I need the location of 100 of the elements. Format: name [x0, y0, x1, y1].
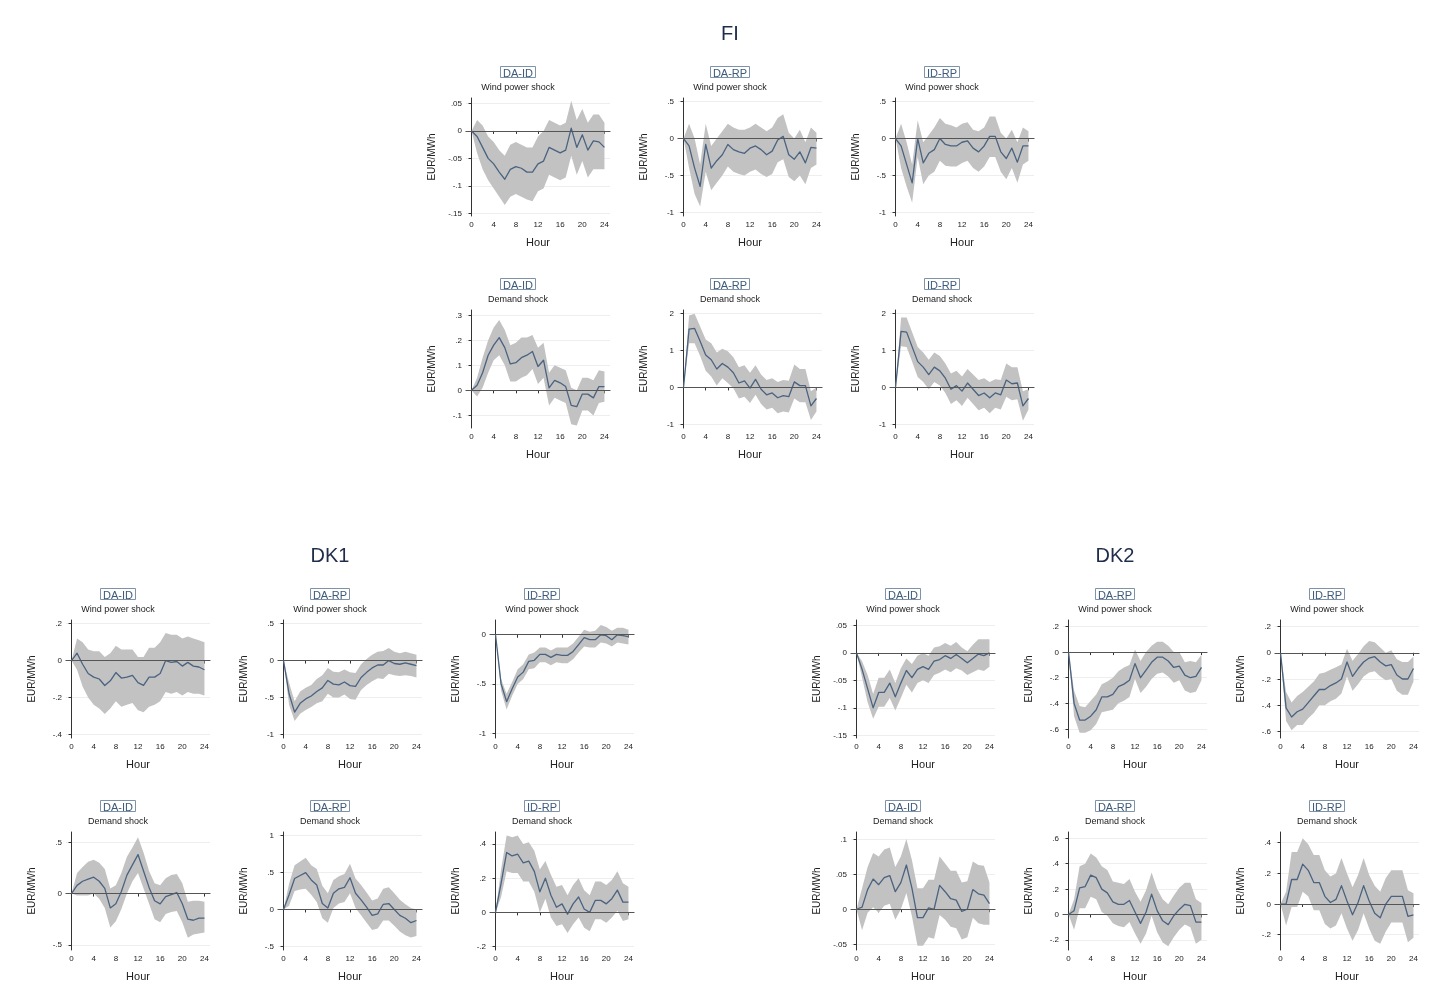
y-tick-label: -1	[878, 207, 887, 217]
x-tick-label: 20	[177, 953, 188, 963]
y-tick-label: .2	[479, 873, 487, 883]
x-tick-label: 8	[537, 741, 543, 751]
y-tick-label: -.1	[452, 410, 463, 420]
x-tick-label: 12	[533, 431, 543, 441]
y-tick-label: -1	[478, 728, 487, 738]
x-tick-label: 24	[812, 431, 822, 441]
chart-title: ID-RP	[927, 278, 957, 291]
y-tick-label: 0	[1266, 648, 1272, 658]
y-tick-label: -1	[666, 207, 675, 217]
x-tick-label: 12	[957, 431, 967, 441]
y-tick-label: 0	[669, 382, 675, 392]
y-tick-label: 0	[269, 656, 275, 666]
x-tick-label: 24	[412, 741, 422, 751]
y-axis-title: EUR/MWh	[1234, 867, 1246, 915]
y-tick-label: -1	[878, 419, 887, 429]
chart-subtitle: Wind power shock	[866, 603, 941, 614]
y-tick-label: -.2	[1049, 935, 1060, 945]
x-tick-label: 16	[555, 431, 566, 441]
x-tick-label: 12	[557, 741, 567, 751]
chart-subtitle: Wind power shock	[81, 603, 156, 614]
x-tick-label: 16	[767, 431, 778, 441]
x-tick-label: 20	[389, 953, 400, 963]
x-tick-label: 12	[918, 741, 928, 751]
y-tick-label: .6	[1052, 833, 1060, 843]
x-tick-label: 12	[133, 953, 143, 963]
y-axis-title: EUR/MWh	[449, 867, 461, 915]
chart-title: ID-RP	[927, 66, 957, 79]
y-tick-label: .1	[455, 360, 463, 370]
y-tick-label: 0	[457, 126, 463, 136]
y-tick-label: -.5	[476, 679, 487, 689]
x-tick-label: 4	[703, 219, 709, 229]
chart-title: DA-RP	[712, 66, 748, 79]
x-tick-label: 16	[979, 431, 990, 441]
y-tick-label: .5	[55, 837, 63, 847]
y-tick-label: -.15	[448, 208, 463, 218]
x-tick-label: 24	[1197, 953, 1207, 963]
y-tick-label: 0	[669, 134, 675, 144]
y-tick-label: -.4	[52, 729, 63, 739]
line-series	[282, 659, 418, 713]
x-tick-label: 20	[789, 219, 800, 229]
y-tick-label: 0	[481, 630, 487, 640]
x-tick-label: 4	[703, 431, 709, 441]
chart-title: DA-ID	[888, 588, 919, 601]
y-tick-label: 0	[881, 134, 887, 144]
line-series	[470, 127, 606, 180]
x-tick-label: 0	[69, 953, 75, 963]
x-tick-label: 4	[303, 741, 309, 751]
x-tick-label: 12	[557, 953, 567, 963]
x-tick-label: 0	[281, 741, 287, 751]
x-axis-title: Hour	[950, 447, 975, 460]
x-tick-label: 20	[1174, 741, 1185, 751]
x-tick-label: 8	[725, 431, 731, 441]
x-tick-label: 12	[1130, 953, 1140, 963]
x-tick-label: 4	[91, 741, 97, 751]
x-axis-title: Hour	[1123, 757, 1148, 770]
chart-subtitle: Demand shock	[487, 293, 549, 304]
y-tick-label: .5	[267, 868, 275, 878]
x-tick-label: 4	[491, 219, 497, 229]
x-tick-label: 16	[155, 741, 166, 751]
x-tick-label: 8	[1322, 741, 1328, 751]
x-tick-label: 12	[918, 953, 928, 963]
y-tick-label: .2	[1052, 621, 1060, 631]
x-tick-label: 0	[69, 741, 75, 751]
y-tick-label: -.5	[876, 170, 887, 180]
x-tick-label: 16	[1364, 741, 1375, 751]
y-tick-label: -.4	[1049, 698, 1060, 708]
y-axis-title: EUR/MWh	[1022, 867, 1034, 915]
x-tick-label: 0	[493, 953, 499, 963]
x-axis-title: Hour	[126, 757, 151, 770]
y-tick-label: .2	[455, 335, 463, 345]
y-tick-label: .2	[1264, 622, 1272, 632]
x-tick-label: 0	[281, 953, 287, 963]
x-tick-label: 12	[345, 741, 355, 751]
x-tick-label: 8	[898, 953, 904, 963]
x-axis-title: Hour	[738, 447, 763, 460]
x-tick-label: 4	[915, 219, 921, 229]
chart-subtitle: Demand shock	[87, 815, 149, 826]
chart-subtitle: Demand shock	[1084, 815, 1146, 826]
y-axis-title: EUR/MWh	[237, 867, 249, 915]
x-tick-label: 8	[1110, 741, 1116, 751]
y-axis-title: EUR/MWh	[810, 867, 822, 915]
chart-title: ID-RP	[1312, 800, 1342, 813]
y-tick-label: -.5	[52, 940, 63, 950]
x-axis-title: Hour	[526, 235, 551, 248]
y-tick-label: .5	[267, 619, 275, 629]
x-tick-label: 24	[1197, 741, 1207, 751]
y-tick-label: .4	[1052, 859, 1060, 869]
x-tick-label: 0	[1066, 953, 1072, 963]
chart-title: DA-ID	[503, 66, 534, 79]
x-tick-label: 16	[1152, 953, 1163, 963]
x-tick-label: 12	[1130, 741, 1140, 751]
x-axis-title: Hour	[1335, 969, 1360, 982]
x-tick-label: 8	[937, 431, 943, 441]
chart-title: DA-RP	[312, 800, 348, 813]
x-tick-label: 20	[177, 741, 188, 751]
x-tick-label: 24	[1409, 741, 1419, 751]
chart-subtitle: Demand shock	[699, 293, 761, 304]
x-tick-label: 24	[1024, 431, 1034, 441]
